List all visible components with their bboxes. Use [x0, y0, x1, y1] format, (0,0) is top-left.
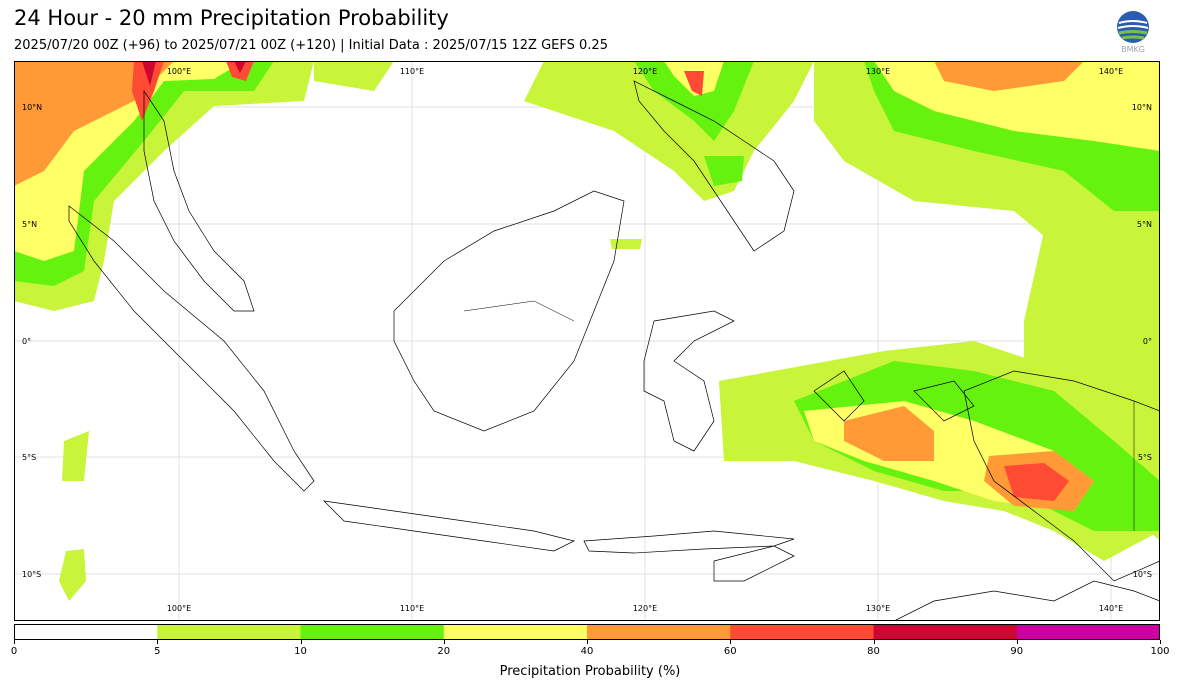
bmkg-logo-icon: BMKG: [1117, 11, 1149, 54]
colorbar-ticks: 0 5 10 20 40 60 80 90 100: [10, 640, 1170, 670]
colorbar-segment: [14, 624, 158, 640]
lat-label: 5°N: [22, 220, 37, 229]
colorbar-tick-mark: [300, 640, 302, 644]
coastlines: [68, 80, 1160, 621]
colorbar-segment: [157, 624, 301, 640]
colorbar-tick-mark: [873, 640, 875, 644]
colorbar-tick-label: 10: [294, 646, 307, 657]
precipitation-map: 100°E 110°E 120°E 130°E 140°E 100°E 110°…: [14, 61, 1160, 621]
country-borders: [463, 300, 1135, 531]
lon-label: 120°E: [633, 67, 657, 76]
map-subtitle: 2025/07/20 00Z (+96) to 2025/07/21 00Z (…: [14, 38, 608, 53]
lat-label: 10°N: [22, 103, 42, 112]
colorbar-tick-mark: [587, 640, 588, 644]
colorbar-label: Precipitation Probability (%): [499, 664, 681, 679]
lon-label: 140°E: [1099, 604, 1123, 613]
lat-label: 5°N: [1137, 220, 1152, 229]
lon-label: 130°E: [866, 604, 890, 613]
svg-text:BMKG: BMKG: [1121, 45, 1145, 54]
map-frame: [14, 61, 1160, 621]
precipitation-shading: [14, 61, 1160, 601]
lon-label: 100°E: [167, 67, 191, 76]
colorbar-segment: [730, 624, 874, 640]
colorbar-tick-label: 40: [580, 646, 594, 657]
lon-label: 110°E: [400, 604, 424, 613]
colorbar-tick-label: 20: [437, 646, 451, 657]
colorbar-tick-label: 90: [1010, 646, 1024, 657]
colorbar-tick-mark: [14, 640, 15, 644]
lat-labels-left: 10°N 5°N 0° 5°S 10°S: [22, 103, 42, 579]
lat-label: 0°: [1143, 337, 1152, 346]
map-title: 24 Hour - 20 mm Precipitation Probabilit…: [14, 6, 449, 30]
colorbar-segment: [443, 624, 588, 640]
colorbar-tick-mark: [1016, 640, 1018, 644]
colorbar: [14, 624, 1160, 640]
lat-label: 10°S: [1133, 570, 1152, 579]
lon-label: 140°E: [1099, 67, 1123, 76]
colorbar-tick-mark: [443, 640, 445, 644]
colorbar-tick-label: 100: [1150, 646, 1170, 657]
lon-labels-top: 100°E 110°E 120°E 130°E 140°E: [167, 67, 1123, 76]
colorbar-segment: [1016, 624, 1160, 640]
lon-labels-bottom: 100°E 110°E 120°E 130°E 140°E: [167, 604, 1123, 613]
lat-label: 5°S: [1138, 453, 1152, 462]
colorbar-tick-mark: [157, 640, 159, 644]
lat-labels-right: 10°N 5°N 0° 5°S 10°S: [1132, 103, 1152, 579]
colorbar-tick-label: 5: [154, 646, 161, 657]
colorbar-segment: [300, 624, 445, 640]
colorbar-tick-label: 80: [867, 646, 880, 657]
lon-label: 120°E: [633, 604, 657, 613]
colorbar-tick-label: 0: [10, 646, 18, 657]
lat-label: 0°: [22, 337, 31, 346]
lon-label: 110°E: [400, 67, 424, 76]
lon-label: 130°E: [866, 67, 890, 76]
lat-label: 10°N: [1132, 103, 1152, 112]
lat-label: 10°S: [22, 570, 41, 579]
colorbar-segment: [873, 624, 1018, 640]
lat-label: 5°S: [22, 453, 36, 462]
colorbar-segment: [587, 624, 731, 640]
lon-label: 100°E: [167, 604, 191, 613]
colorbar-tick-label: 60: [723, 646, 737, 657]
colorbar-tick-mark: [730, 640, 732, 644]
colorbar-tick-mark: [1160, 640, 1161, 644]
